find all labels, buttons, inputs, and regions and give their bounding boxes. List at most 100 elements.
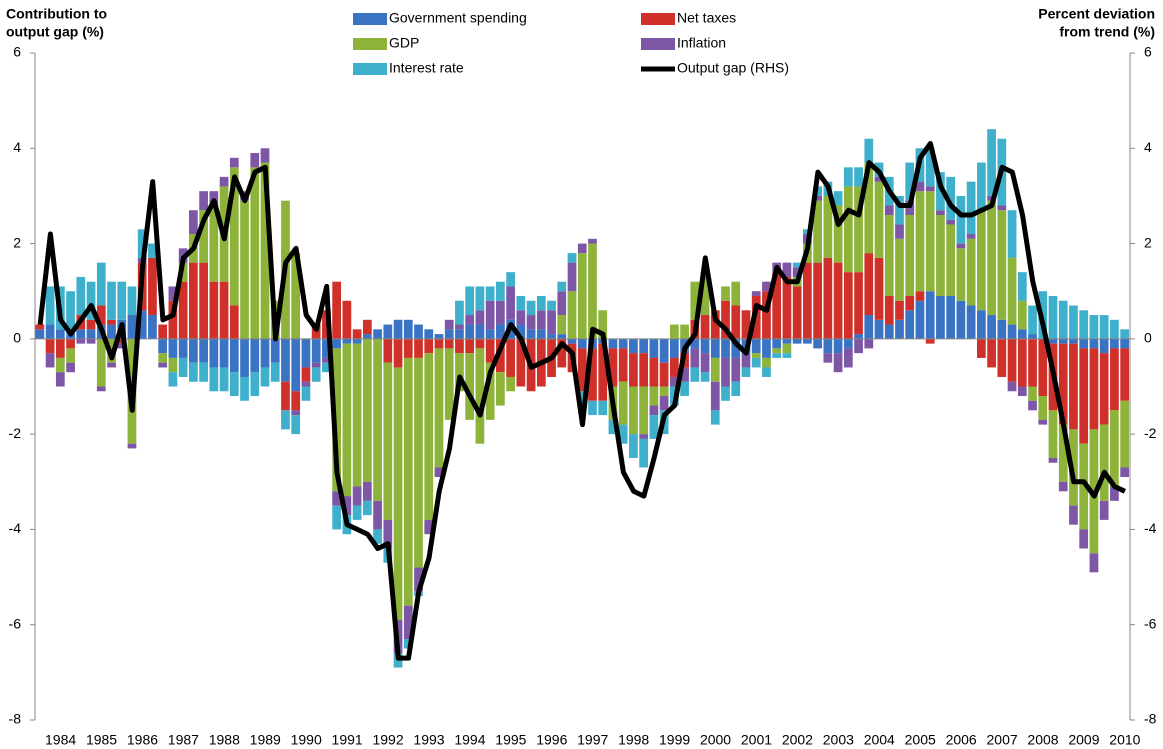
bar-segment: [1058, 481, 1068, 492]
bar-segment: [1069, 343, 1078, 430]
x-tick-label: 2003: [823, 732, 854, 748]
x-tick-label: 2005: [905, 732, 936, 748]
bar-segment: [557, 291, 567, 316]
bar-segment: [45, 286, 55, 325]
x-tick-label: 2006: [946, 732, 977, 748]
legend-label: GDP: [389, 35, 419, 51]
bar-segment: [444, 329, 454, 339]
bar-segment: [659, 338, 669, 363]
bar-segment: [199, 262, 208, 339]
bar-segment: [229, 305, 239, 339]
bar-segment: [884, 214, 894, 296]
bar-segment: [465, 353, 475, 420]
bar-segment: [854, 272, 863, 335]
bar-segment: [629, 338, 638, 354]
bar-segment: [158, 338, 168, 354]
bar-segment: [148, 257, 157, 316]
bar-segment: [506, 272, 515, 287]
bar-segment: [424, 353, 434, 520]
bar-segment: [956, 248, 966, 301]
bar-segment: [1048, 338, 1058, 344]
bar-segment: [148, 315, 157, 339]
bar-segment: [281, 381, 290, 411]
bar-segment: [915, 300, 925, 339]
bar-segment: [168, 286, 178, 301]
x-tick-label: 1999: [659, 732, 690, 748]
bar-segment: [229, 338, 239, 373]
bar-segment: [393, 338, 403, 368]
bar-segment: [710, 338, 720, 358]
bar-segment: [690, 281, 700, 320]
bar-segment: [270, 338, 280, 363]
bar-segment: [1120, 400, 1129, 468]
bar-segment: [352, 486, 362, 506]
y-tick-label: 4: [13, 139, 21, 155]
bar-segment: [127, 286, 137, 316]
bar-segment: [976, 210, 986, 311]
bar-segment: [874, 176, 884, 182]
bar-segment: [1007, 338, 1017, 382]
bar-segment: [137, 229, 147, 258]
bar-segment: [168, 372, 178, 387]
bar-segment: [96, 338, 106, 387]
bar-segment: [1048, 457, 1058, 463]
bar-segment: [281, 410, 290, 430]
bar-segment: [803, 262, 812, 339]
bar-segment: [86, 329, 96, 339]
bar-segment: [107, 281, 116, 320]
bar-segment: [874, 257, 884, 320]
bar-segment: [843, 348, 853, 368]
bar-segment: [1120, 338, 1129, 349]
bar-segment: [618, 424, 628, 444]
bar-segment: [301, 381, 311, 387]
bar-segment: [209, 281, 219, 339]
bar-segment: [864, 138, 874, 163]
bar-segment: [905, 162, 915, 201]
bar-segment: [536, 329, 546, 339]
bar-segment: [199, 362, 208, 382]
bar-segment: [189, 262, 198, 339]
bar-segment: [281, 338, 290, 382]
bar-segment: [874, 319, 884, 339]
bar-segment: [659, 362, 669, 387]
bar-segment: [782, 262, 792, 277]
bar-segment: [629, 434, 638, 458]
bar-segment: [966, 234, 976, 239]
bar-segment: [547, 310, 556, 335]
bar-segment: [731, 381, 741, 397]
bar-segment: [956, 195, 966, 244]
bar-segment: [536, 310, 546, 330]
bar-segment: [362, 500, 372, 516]
bar-segment: [107, 362, 116, 368]
bar-segment: [86, 319, 96, 330]
x-tick-label: 2007: [987, 732, 1018, 748]
bar-segment: [710, 410, 720, 425]
y-tick-label: -4: [9, 520, 22, 536]
bar-segment: [1017, 338, 1027, 387]
bar-segment: [434, 467, 444, 478]
bar-segment: [833, 338, 843, 354]
bar-segment: [434, 348, 444, 468]
bar-segment: [1028, 338, 1037, 387]
bar-segment: [762, 367, 771, 377]
bar-segment: [731, 357, 741, 382]
bar-segment: [475, 338, 485, 349]
bar-segment: [925, 338, 935, 344]
bar-segment: [608, 338, 618, 349]
bar-segment: [414, 567, 423, 592]
bar-segment: [352, 343, 362, 487]
bar-segment: [168, 338, 178, 358]
bar-segment: [833, 262, 843, 339]
bar-segment: [946, 219, 956, 225]
bar-segment: [301, 367, 311, 382]
bar-segment: [117, 343, 127, 349]
bar-segment: [629, 386, 638, 435]
bar-segment: [352, 329, 362, 339]
bar-segment: [649, 386, 659, 406]
bar-segment: [792, 267, 802, 277]
bar-segment: [588, 348, 597, 401]
legend-swatch: [353, 63, 387, 75]
bar-segment: [854, 338, 863, 354]
bar-segment: [383, 519, 393, 549]
bar-segment: [311, 338, 321, 363]
